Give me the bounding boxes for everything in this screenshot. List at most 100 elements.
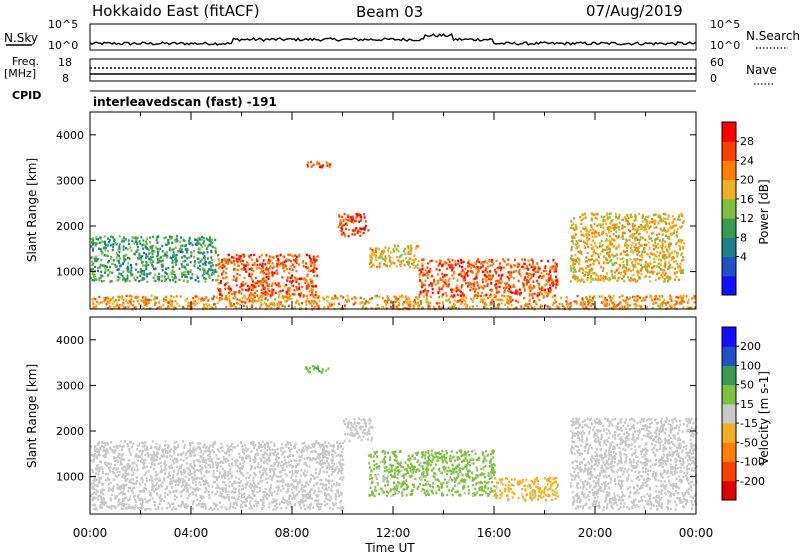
data-cell (178, 304, 181, 307)
data-cell (548, 273, 551, 276)
data-cell (340, 226, 343, 230)
data-cell (578, 262, 581, 266)
data-cell (690, 306, 693, 309)
data-cell (260, 459, 263, 462)
data-cell (528, 299, 531, 303)
nave-tick-bottom: 0 (710, 72, 717, 85)
power-cbar-label: Power [dB] (757, 179, 771, 244)
data-cell (663, 278, 666, 281)
data-cell (598, 295, 601, 298)
data-cell (196, 257, 199, 260)
data-cell (171, 259, 174, 262)
data-cell (188, 469, 191, 472)
data-cell (604, 275, 607, 278)
data-cell (572, 263, 575, 266)
data-cell (173, 270, 176, 274)
data-cell (686, 306, 689, 309)
data-cell (95, 236, 98, 239)
data-cell (234, 463, 237, 467)
data-cell (141, 479, 144, 482)
data-cell (228, 485, 231, 488)
data-cell (129, 495, 132, 498)
data-cell (669, 304, 672, 307)
data-cell (626, 222, 629, 226)
data-cell (160, 498, 163, 501)
data-cell (611, 242, 614, 246)
data-cell (227, 260, 230, 264)
data-cell (669, 226, 672, 230)
data-cell (471, 305, 474, 308)
data-cell (294, 260, 297, 263)
data-cell (631, 249, 634, 252)
data-cell (216, 457, 219, 460)
data-cell (522, 285, 525, 288)
data-cell (156, 296, 159, 299)
data-cell (618, 296, 621, 299)
data-cell (537, 265, 540, 269)
data-cell (158, 279, 161, 282)
data-cell (298, 455, 301, 458)
data-cell (404, 247, 407, 251)
data-cell (96, 266, 99, 270)
data-cell (526, 279, 529, 283)
data-cell (307, 266, 310, 270)
data-cell (660, 273, 663, 277)
data-cell (130, 295, 133, 298)
data-cell (137, 454, 140, 457)
data-cell (118, 245, 121, 249)
data-cell (277, 304, 280, 308)
data-cell (217, 457, 220, 461)
data-cell (308, 465, 311, 468)
data-cell (298, 303, 301, 306)
data-cell (235, 276, 238, 280)
data-cell (134, 498, 137, 501)
data-cell (124, 493, 126, 496)
data-cell (225, 508, 228, 511)
data-cell (147, 263, 150, 267)
data-cell (240, 267, 243, 271)
data-cell (668, 236, 671, 239)
data-cell (272, 453, 275, 457)
data-cell (671, 266, 674, 269)
data-cell (570, 247, 573, 250)
data-cell (509, 296, 512, 299)
data-cell (153, 485, 155, 488)
data-cell (539, 303, 542, 307)
data-cell (126, 279, 129, 282)
data-cell (608, 276, 611, 279)
data-cell (379, 253, 382, 256)
data-cell (117, 295, 120, 298)
data-cell (146, 272, 149, 276)
data-cell (253, 263, 256, 266)
data-cell (202, 506, 205, 509)
data-cell (570, 257, 573, 260)
data-cell (473, 285, 476, 288)
data-cell (669, 307, 672, 310)
data-cell (541, 286, 543, 289)
data-cell (313, 274, 315, 278)
data-cell (592, 239, 595, 242)
data-cell (447, 264, 450, 267)
data-cell (505, 263, 508, 266)
data-cell (263, 447, 266, 450)
data-cell (229, 505, 232, 508)
data-cell (216, 490, 219, 494)
data-cell (397, 244, 400, 248)
data-cell (131, 239, 134, 242)
data-cell (307, 269, 310, 272)
data-cell (404, 295, 407, 298)
data-cell (474, 290, 476, 293)
data-cell (156, 307, 159, 310)
data-cell (395, 297, 398, 301)
data-cell (228, 481, 231, 484)
data-cell (611, 223, 614, 227)
data-cell (392, 261, 395, 264)
data-cell (600, 215, 603, 218)
data-cell (204, 261, 207, 264)
data-cell (572, 258, 575, 262)
data-cell (646, 225, 649, 228)
data-cell (97, 238, 100, 241)
data-cell (498, 279, 501, 283)
data-cell (306, 470, 309, 473)
data-cell (651, 306, 654, 310)
